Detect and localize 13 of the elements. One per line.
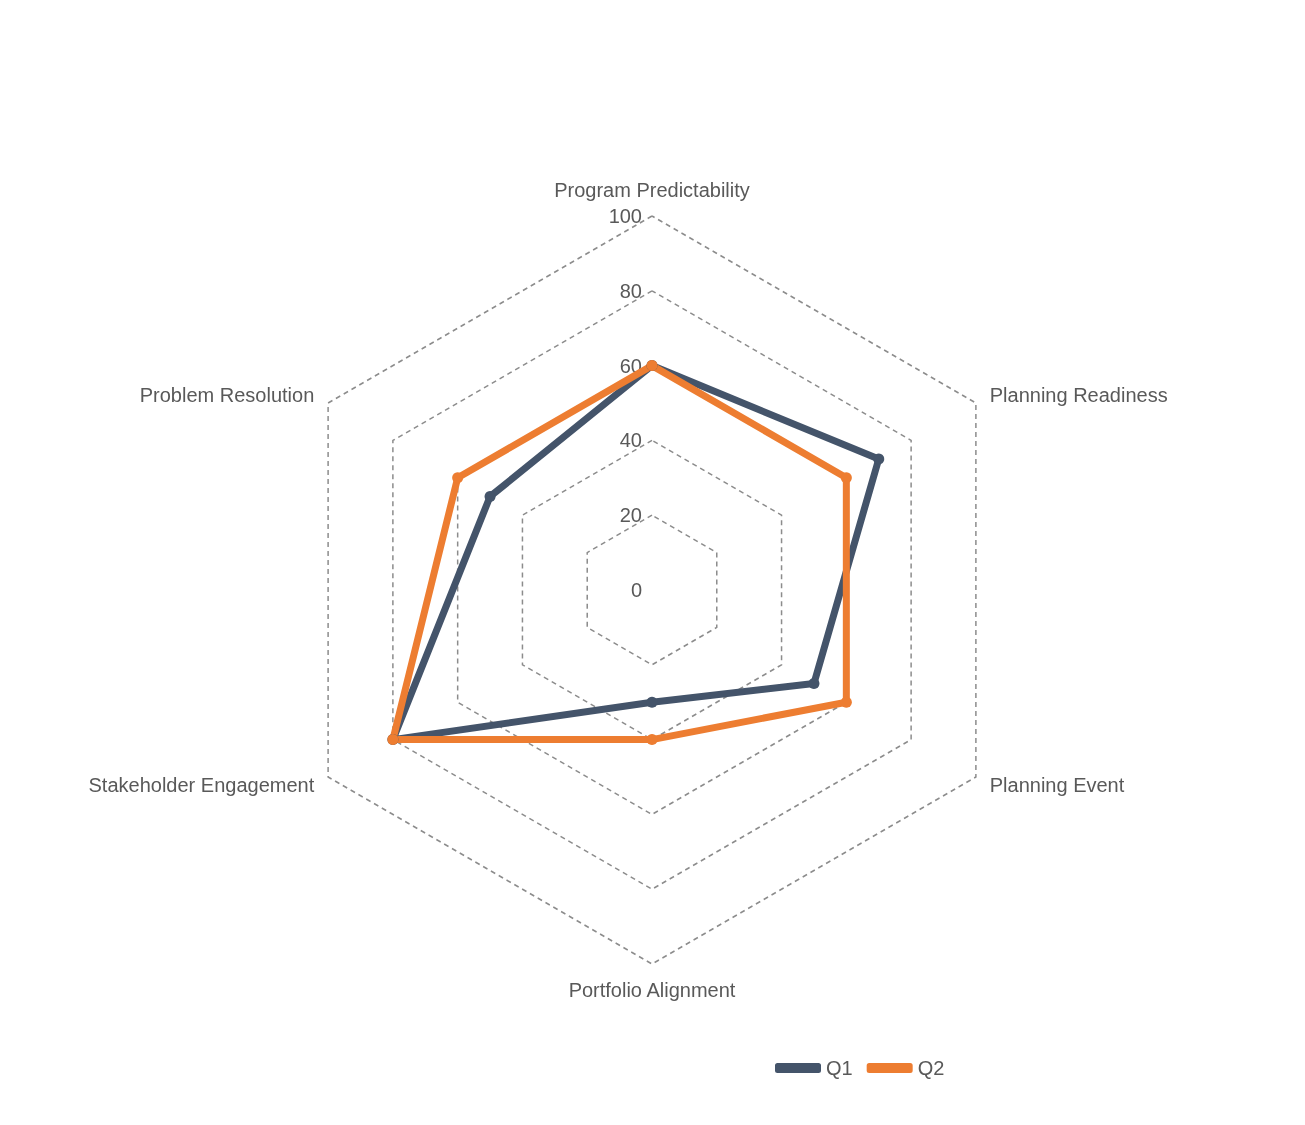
spoke-label: Planning Readiness (989, 384, 1168, 406)
legend-label: Q1 (826, 1057, 853, 1079)
spoke-label: Program Predictability (554, 179, 750, 201)
y-tick-label: 20 (619, 504, 642, 527)
y-tick-label: 100 (608, 205, 642, 227)
legend-label: Q2 (917, 1057, 945, 1079)
spoke-label: Problem Resolution (139, 384, 315, 406)
y-tick-label: 80 (619, 279, 642, 302)
y-tick-label: 0 (630, 579, 642, 601)
spoke-label: Stakeholder Engagement (88, 774, 315, 796)
spoke-label: Portfolio Alignment (568, 979, 736, 1001)
y-tick-label: 40 (619, 429, 642, 452)
spoke-label: Planning Event (989, 774, 1125, 796)
